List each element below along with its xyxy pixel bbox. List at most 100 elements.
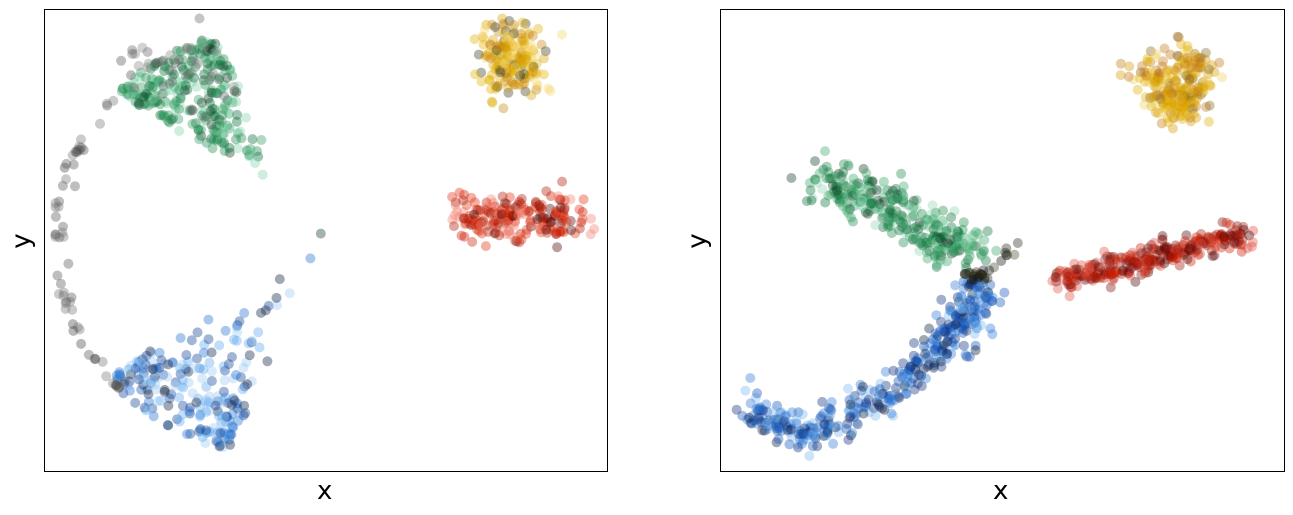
scatter-point [201, 381, 212, 392]
scatter-point [877, 183, 888, 194]
scatter-point [500, 217, 511, 228]
scatter-point [490, 201, 501, 212]
scatter-point [1230, 230, 1241, 241]
scatter-point [507, 211, 518, 222]
scatter-point [134, 100, 145, 111]
scatter-point [61, 174, 71, 185]
scatter-point [470, 69, 481, 80]
scatter-point [174, 98, 185, 108]
scatter-point [929, 230, 940, 241]
scatter-point [912, 378, 923, 389]
scatter-point [491, 222, 502, 233]
scatter-point [1160, 81, 1171, 92]
scatter-point [884, 198, 895, 209]
scatter-point [931, 334, 942, 345]
scatter-point [911, 203, 922, 214]
scatter-point [806, 430, 817, 441]
scatter-point [480, 52, 491, 63]
scatter-point [981, 293, 992, 303]
scatter-point [140, 72, 151, 83]
scatter-point [1159, 43, 1170, 54]
scatter-point [902, 224, 913, 235]
scatter-point [1182, 41, 1193, 52]
scatter-point [143, 58, 154, 69]
scatter-point [545, 217, 556, 228]
scatter-point [1099, 246, 1110, 257]
scatter-point [949, 247, 959, 258]
scatter-point [524, 29, 535, 40]
scatter-point [540, 46, 551, 57]
scatter-point [870, 203, 881, 214]
scatter-point [821, 173, 832, 184]
scatter-point [207, 88, 218, 98]
scatter-point [1072, 272, 1082, 283]
scatter-point [207, 103, 218, 114]
scatter-point [835, 195, 845, 206]
scatter-point [1069, 258, 1080, 269]
scatter-point [1144, 256, 1155, 266]
scatter-point [885, 398, 896, 408]
scatter-point [822, 427, 833, 438]
scatter-point [1100, 254, 1111, 265]
scatter-point [914, 369, 924, 380]
scatter-point [157, 88, 168, 99]
scatter-point [1181, 243, 1192, 254]
scatter-point [1122, 266, 1133, 276]
scatter-point [1157, 231, 1168, 241]
scatter-point [210, 400, 221, 411]
scatter-point [1141, 255, 1152, 266]
scatter-point [961, 262, 972, 273]
scatter-point [219, 433, 230, 444]
scatter-point [959, 232, 970, 243]
scatter-point [219, 100, 230, 111]
scatter-point [1159, 258, 1170, 269]
scatter-point [127, 48, 138, 59]
scatter-point [907, 357, 918, 368]
scatter-point [472, 224, 482, 235]
scatter-point [779, 416, 789, 427]
scatter-point [500, 54, 511, 64]
scatter-point [753, 412, 764, 423]
scatter-point [1115, 252, 1126, 263]
scatter-point [771, 414, 782, 425]
scatter-point [878, 192, 889, 203]
scatter-point [1204, 232, 1215, 243]
scatter-point [833, 188, 844, 199]
scatter-point [175, 93, 186, 104]
scatter-point [219, 91, 230, 102]
scatter-point [122, 81, 133, 92]
scatter-point [985, 279, 996, 290]
scatter-point [886, 228, 897, 238]
scatter-point [152, 364, 163, 375]
scatter-point [898, 190, 909, 201]
scatter-point [959, 301, 970, 312]
scatter-point [234, 408, 245, 419]
scatter-point [473, 49, 484, 60]
scatter-point [140, 405, 151, 416]
scatter-point [501, 34, 512, 45]
scatter-point [536, 227, 547, 238]
scatter-point [1166, 88, 1177, 98]
scatter-point [1176, 91, 1187, 102]
scatter-point [1123, 256, 1134, 267]
scatter-point [1100, 266, 1111, 277]
scatter-point [1189, 96, 1200, 107]
scatter-point [1225, 228, 1236, 239]
scatter-point [851, 409, 862, 420]
scatter-point [553, 194, 564, 204]
scatter-point [899, 368, 910, 379]
scatter-point [138, 368, 149, 379]
scatter-point [551, 228, 562, 239]
scatter-point [503, 63, 514, 74]
scatter-point [558, 210, 569, 221]
scatter-point [578, 194, 589, 205]
scatter-point [219, 146, 230, 157]
scatter-point [979, 274, 990, 285]
scatter-point [1184, 88, 1195, 99]
scatter-point [126, 70, 136, 81]
scatter-point [897, 372, 907, 382]
scatter-point [1165, 91, 1176, 102]
scatter-point [241, 112, 251, 123]
scatter-point [60, 298, 71, 309]
scatter-point [240, 408, 251, 419]
